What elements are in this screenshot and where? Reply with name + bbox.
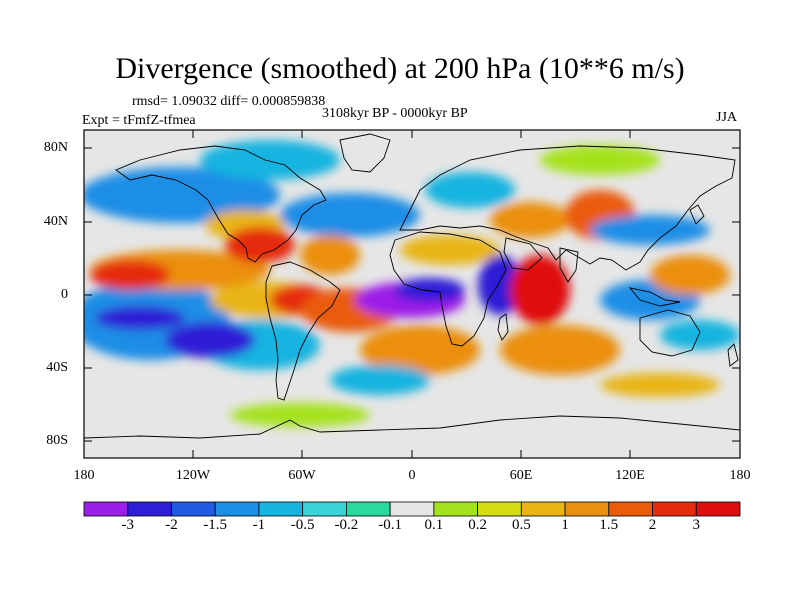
lon-label: 180 [729,468,751,483]
region-positive [510,255,570,325]
colorbar-label: 1 [561,517,569,533]
colorbar-label: -0.5 [290,517,315,533]
colorbar-swatch [258,501,304,517]
colorbar-swatch [171,501,216,517]
region-negative [200,140,340,180]
region-negative [478,255,522,315]
colorbar-swatch [520,501,566,517]
region-positive [650,255,730,295]
madagascar-outline [497,313,509,341]
south-america-outline [265,261,341,401]
colorbar-label: 2 [648,517,657,533]
colorbar-swatch [433,501,479,517]
region-positive [400,235,500,265]
region-positive [90,260,170,290]
antarctica-outline [84,415,740,439]
new-zealand-outline [727,343,739,367]
season-label: JJA [716,110,738,125]
colorbar-label: -1 [252,517,266,533]
colorbar-label: -0.2 [334,517,359,533]
region-positive [230,403,370,427]
africa-outline [389,231,507,347]
lat-label: 80N [43,140,68,155]
map-title: Divergence (smoothed) at 200 hPa (10**6 … [115,52,685,85]
north-america-outline [115,145,327,263]
region-negative [590,215,710,245]
lon-label: 120W [175,468,211,483]
region-negative [280,193,420,237]
colorbar-swatch [214,501,260,517]
japan-outline [689,204,705,225]
australia-outline [639,309,701,357]
colorbar-label: 0.1 [424,517,444,533]
colorbar-swatch [608,501,653,517]
region-negative [165,322,255,358]
colorbar-label: -1.5 [203,517,228,533]
region-positive [490,202,570,238]
experiment-label: Expt = tFmfZ-tfmea [82,113,196,128]
colorbar-swatch [477,501,522,517]
colorbar [83,501,741,517]
colorbar-label: -2 [165,517,178,533]
lat-label: 80S [46,433,68,448]
lat-ticks [84,147,740,442]
colorbar-label: 0.2 [468,517,487,533]
india-outline [559,247,579,283]
divergence-field [84,130,740,458]
region-positive [540,145,660,175]
colorbar-swatch [564,501,610,517]
lon-label: 60W [288,468,316,483]
region-positive [600,373,720,397]
region-negative [660,320,740,350]
arabia-outline [503,237,543,271]
colorbar-swatch [345,501,391,517]
colorbar-swatch [127,501,172,517]
stats-label: rmsd= 1.09032 diff= 0.000859838 [132,94,326,109]
region-negative [395,278,465,302]
colorbar-label: 1.5 [599,517,619,533]
lon-label: 120E [615,468,645,483]
colorbar-swatch [652,501,697,517]
colorbar-swatch [389,501,435,517]
region-positive [500,325,620,375]
colorbar-swatch [83,501,129,517]
colorbar-swatch [695,501,741,517]
period-label: 3108kyr BP - 0000kyr BP [322,106,468,121]
region-positive [300,235,360,275]
lon-label: 60E [509,468,533,483]
lat-label: 0 [61,287,68,302]
region-negative [84,167,280,223]
colorbar-label: -3 [121,517,134,533]
colorbar-label: 0.5 [511,517,531,533]
colorbar-swatch [302,501,347,517]
eurasia-outline [399,145,736,271]
greenland-outline [339,133,391,173]
lon-ticks [83,130,741,458]
colorbar-label: 3 [692,517,701,533]
lon-label: 180 [73,468,95,483]
lat-label: 40N [43,214,68,229]
region-positive [225,227,295,263]
region-negative [95,306,185,330]
region-negative [425,172,515,208]
lat-label: 40S [46,360,68,375]
coastlines [84,133,740,439]
indonesia-outline [628,287,681,307]
lon-label: 0 [408,468,416,483]
region-negative [330,365,430,395]
colorbar-label: -0.1 [378,517,402,533]
